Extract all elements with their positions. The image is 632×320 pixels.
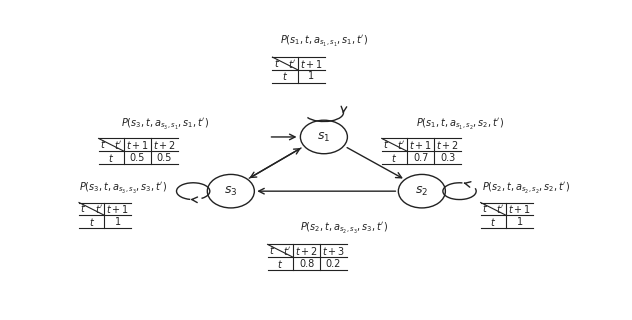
Text: $t+2$: $t+2$: [153, 139, 176, 151]
Text: $t+1$: $t+1$: [508, 203, 531, 215]
Text: $t$: $t$: [80, 202, 87, 214]
Text: 1: 1: [516, 217, 523, 227]
Text: $t'$: $t'$: [288, 58, 296, 70]
Text: $t$: $t$: [277, 258, 283, 270]
Text: $t$: $t$: [383, 138, 389, 150]
Text: $t+1$: $t+1$: [126, 139, 149, 151]
Text: $t'$: $t'$: [496, 204, 504, 215]
Text: $s_2$: $s_2$: [415, 185, 428, 198]
Text: $t+1$: $t+1$: [409, 139, 432, 151]
Text: $P(s_2, t, a_{s_2,s_2}, s_2, t')$: $P(s_2, t, a_{s_2,s_2}, s_2, t')$: [482, 181, 569, 196]
Text: $t$: $t$: [282, 70, 288, 82]
Text: $t+1$: $t+1$: [106, 203, 130, 215]
Text: 0.5: 0.5: [130, 153, 145, 163]
Text: $t+2$: $t+2$: [295, 245, 318, 257]
Text: $t$: $t$: [490, 216, 496, 228]
Text: $t$: $t$: [482, 202, 489, 214]
Text: 0.2: 0.2: [325, 259, 341, 268]
Text: $t$: $t$: [274, 57, 280, 69]
Text: 0.5: 0.5: [157, 153, 172, 163]
Text: 0.8: 0.8: [299, 259, 314, 268]
Text: $s_1$: $s_1$: [317, 131, 331, 143]
Text: $P(s_1, t, a_{s_1,s_1}, s_1, t')$: $P(s_1, t, a_{s_1,s_1}, s_1, t')$: [280, 35, 368, 50]
Text: $t$: $t$: [269, 244, 275, 256]
Text: 0.3: 0.3: [440, 153, 455, 163]
Text: $s_3$: $s_3$: [224, 185, 238, 198]
Text: $t'$: $t'$: [283, 245, 291, 257]
Text: $t'$: $t'$: [114, 140, 123, 151]
Text: $t+2$: $t+2$: [436, 139, 459, 151]
Text: 1: 1: [115, 217, 121, 227]
Text: 1: 1: [308, 71, 315, 81]
Text: $t$: $t$: [108, 152, 114, 164]
Text: $t'$: $t'$: [95, 204, 103, 215]
Text: $t$: $t$: [88, 216, 95, 228]
Text: $t$: $t$: [100, 138, 106, 150]
Text: $P(s_2, t, a_{s_2,s_3}, s_3, t')$: $P(s_2, t, a_{s_2,s_3}, s_3, t')$: [300, 220, 389, 236]
Text: $P(s_3, t, a_{s_3,s_1}, s_1, t')$: $P(s_3, t, a_{s_3,s_1}, s_1, t')$: [121, 117, 209, 132]
Text: $t$: $t$: [391, 152, 398, 164]
Text: $P(s_1, t, a_{s_1,s_2}, s_2, t')$: $P(s_1, t, a_{s_1,s_2}, s_2, t')$: [416, 117, 504, 132]
Text: $t+1$: $t+1$: [300, 58, 323, 69]
Text: $t+3$: $t+3$: [322, 245, 345, 257]
Text: $P(s_3, t, a_{s_3,s_3}, s_3, t')$: $P(s_3, t, a_{s_3,s_3}, s_3, t')$: [79, 181, 167, 196]
Text: 0.7: 0.7: [413, 153, 428, 163]
Text: $t'$: $t'$: [398, 140, 406, 151]
